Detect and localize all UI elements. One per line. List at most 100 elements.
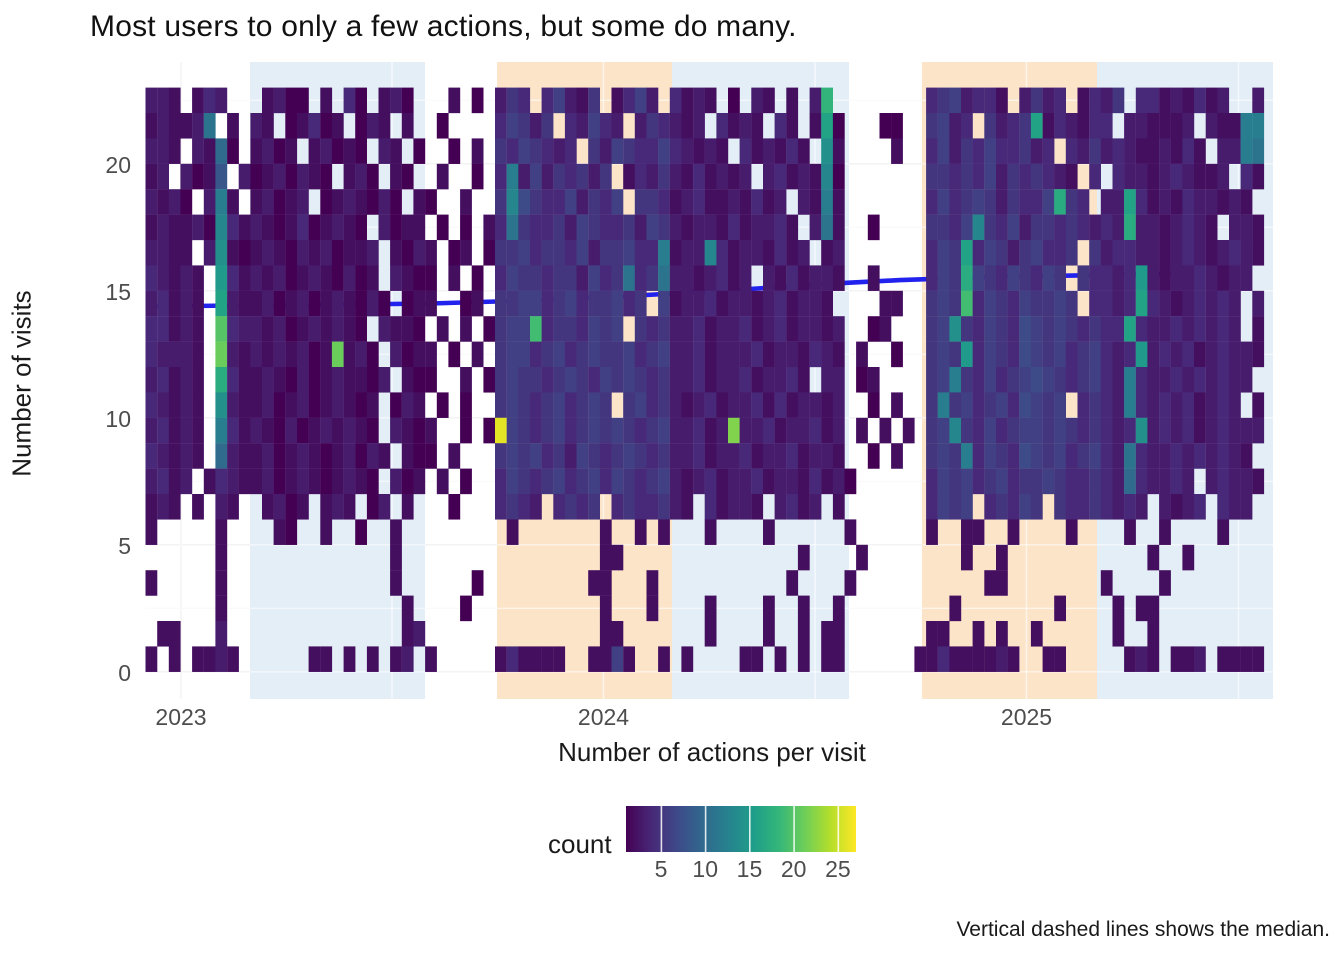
heatmap-tile <box>611 544 624 571</box>
heatmap-tile <box>1100 468 1113 495</box>
heatmap-tile <box>1100 189 1113 215</box>
heatmap-tile <box>343 138 356 164</box>
heatmap-tile <box>168 417 181 444</box>
heatmap-tile <box>285 468 298 495</box>
heatmap-tile <box>1077 494 1090 520</box>
heatmap-tile <box>285 494 298 520</box>
heatmap-tile <box>262 290 274 317</box>
heatmap-tile <box>541 163 554 190</box>
heatmap-tile <box>693 316 705 342</box>
heatmap-tile <box>366 189 379 215</box>
heatmap-tile <box>1170 265 1183 291</box>
heatmap-tile <box>1217 468 1230 495</box>
heatmap-tile <box>401 443 414 469</box>
heatmap-tile <box>961 316 973 342</box>
heatmap-tile <box>1112 240 1125 266</box>
heatmap-tile <box>658 494 670 520</box>
heatmap-tile <box>308 240 321 266</box>
heatmap-tile <box>401 392 414 418</box>
heatmap-tile <box>634 163 647 190</box>
heatmap-tile <box>984 214 997 241</box>
heatmap-tile <box>564 214 577 241</box>
heatmap-tile <box>716 189 729 215</box>
heatmap-tile <box>704 417 717 444</box>
heatmap-tile <box>180 265 193 291</box>
heatmap-tile <box>1112 367 1125 393</box>
heatmap-tile <box>891 341 903 368</box>
heatmap-tile <box>763 87 775 114</box>
legend-tick-label: 10 <box>692 856 719 882</box>
heatmap-tile <box>996 367 1008 393</box>
legend-tick-label: 20 <box>780 856 807 882</box>
heatmap-tile <box>1229 646 1241 672</box>
heatmap-tile <box>506 367 519 393</box>
heatmap-tile <box>413 316 426 342</box>
heatmap-tile <box>390 316 402 342</box>
legend-colorbar <box>625 806 856 852</box>
heatmap-tile <box>1100 290 1113 317</box>
heatmap-tile <box>879 417 892 444</box>
heatmap-tile <box>145 367 158 393</box>
heatmap-tile <box>1147 138 1160 164</box>
heatmap-tile <box>576 265 589 291</box>
heatmap-tile <box>401 316 414 342</box>
heatmap-tile <box>471 265 484 291</box>
heatmap-tile <box>926 468 938 495</box>
heatmap-tile <box>646 87 659 114</box>
heatmap-tile <box>541 214 554 241</box>
heatmap-tile <box>961 290 973 317</box>
heatmap-tile <box>366 290 379 317</box>
heatmap-tile <box>425 417 437 444</box>
heatmap-tile <box>832 367 845 393</box>
heatmap-tile <box>949 290 962 317</box>
heatmap-tile <box>320 316 333 342</box>
heatmap-tile <box>506 392 519 418</box>
heatmap-tile <box>1030 113 1043 139</box>
heatmap-tile <box>1194 138 1206 164</box>
heatmap-tile <box>1170 290 1183 317</box>
heatmap-tile <box>192 341 204 368</box>
heatmap-tile <box>180 189 193 215</box>
heatmap-tile <box>320 341 333 368</box>
heatmap-tile <box>1205 468 1218 495</box>
heatmap-tile <box>879 316 892 342</box>
legend-tick-label: 5 <box>654 856 668 882</box>
heatmap-tile <box>390 214 402 241</box>
heatmap-tile <box>192 367 204 393</box>
heatmap-tile <box>518 443 531 469</box>
heatmap-tile <box>390 468 402 495</box>
heatmap-tile <box>856 544 868 571</box>
heatmap-tile <box>262 417 274 444</box>
heatmap-tile <box>227 290 239 317</box>
heatmap-tile <box>495 341 507 368</box>
heatmap-tile <box>1240 163 1253 190</box>
heatmap-tile <box>238 163 251 190</box>
heatmap-tile <box>704 468 717 495</box>
heatmap-tile <box>751 468 764 495</box>
heatmap-tile <box>227 367 239 393</box>
heatmap-tile <box>716 163 729 190</box>
heatmap-tile <box>308 265 321 291</box>
heatmap-tile <box>926 392 938 418</box>
heatmap-tile <box>1089 163 1101 190</box>
heatmap-tile <box>401 290 414 317</box>
heatmap-tile <box>168 468 181 495</box>
heatmap-tile <box>215 443 228 469</box>
heatmap-tile <box>786 570 799 596</box>
heatmap-tile <box>821 87 833 114</box>
heatmap-tile <box>343 392 356 418</box>
heatmap-tile <box>320 113 333 139</box>
heatmap-tile <box>192 646 204 672</box>
heatmap-tile <box>1194 341 1206 368</box>
heatmap-tile <box>1147 240 1160 266</box>
heatmap-tile <box>961 163 973 190</box>
heatmap-tile <box>576 367 589 393</box>
heatmap-tile <box>506 494 519 520</box>
heatmap-tile <box>285 417 298 444</box>
heatmap-tile <box>832 443 845 469</box>
heatmap-tile <box>774 163 787 190</box>
heatmap-tile <box>471 570 484 596</box>
heatmap-tile <box>227 392 239 418</box>
heatmap-tile <box>1100 113 1113 139</box>
heatmap-tile <box>704 519 717 545</box>
